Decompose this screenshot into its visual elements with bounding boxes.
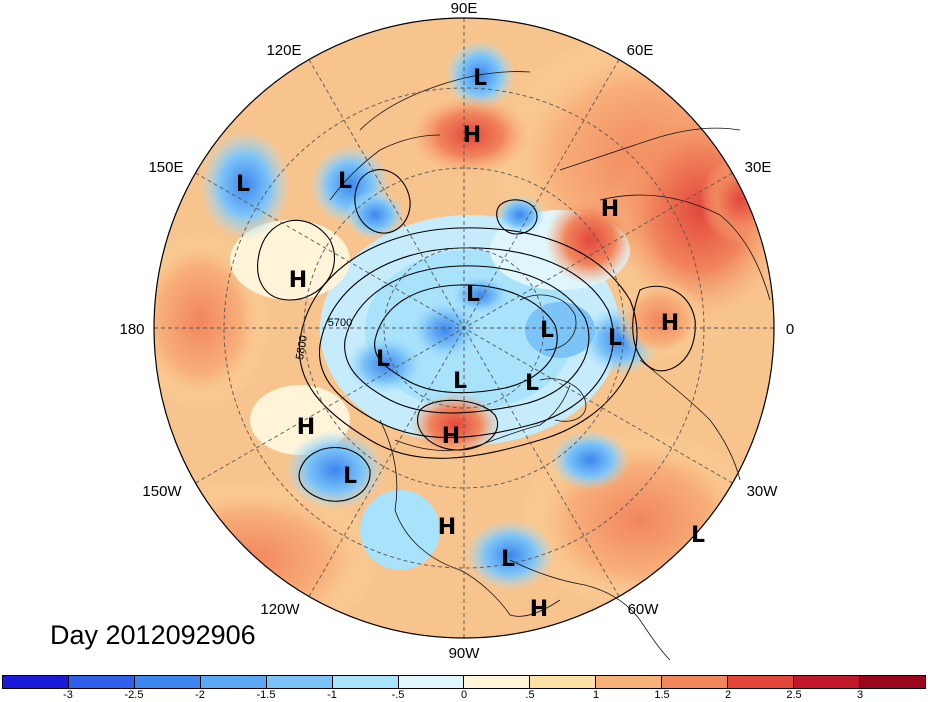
colorbar-tick-label: -2.5 — [124, 689, 144, 701]
colorbar-swatch — [859, 676, 925, 688]
low-marker: L — [525, 371, 539, 396]
lon-label-180: 180 — [119, 321, 144, 338]
contour-label-5800: 5800 — [294, 334, 310, 360]
colorbar-tick-label: -1.5 — [256, 689, 276, 701]
lon-label-30e: 30E — [745, 159, 772, 176]
colorbar-tick-label: -3 — [63, 689, 73, 701]
graticule — [154, 18, 774, 638]
lon-label-60e: 60E — [627, 42, 654, 59]
day-label: Day 2012092906 — [50, 620, 256, 650]
low-marker: L — [540, 318, 554, 343]
lon-label-90e: 90E — [451, 0, 478, 17]
lon-label-150e: 150E — [148, 159, 183, 176]
high-marker: H — [438, 515, 456, 540]
colorbar-swatch — [200, 676, 267, 688]
contour-label-5700: 5700 — [328, 317, 352, 329]
colorbar-ticks: -3 -2.5 -2 -1.5 -1 -.5 0 .5 1 1.5 2 2.5 3 — [2, 689, 926, 702]
colorbar-swatch — [596, 676, 663, 688]
lon-label-60w: 60W — [628, 601, 660, 618]
colorbar-swatch — [68, 676, 135, 688]
map-boundary — [153, 17, 775, 639]
high-marker: H — [289, 268, 307, 293]
high-marker: H — [297, 415, 315, 440]
colorbar-tick-label: 3 — [856, 689, 864, 701]
low-marker: L — [608, 326, 622, 351]
colorbar-tick-label: .5 — [525, 689, 535, 701]
colorbar-swatch — [662, 676, 729, 688]
colorbar-tick-label: -1 — [327, 689, 337, 701]
colorbar-tick-label: -.5 — [391, 689, 405, 701]
low-marker: L — [501, 547, 515, 572]
high-marker: H — [661, 311, 679, 336]
colorbar-swatch — [794, 676, 860, 688]
colorbar-swatch — [530, 676, 597, 688]
low-marker: L — [466, 282, 480, 307]
low-marker: L — [691, 523, 705, 548]
colorbar-swatch — [464, 676, 531, 688]
colorbar-swatch — [266, 676, 333, 688]
height-contours — [257, 169, 696, 502]
high-marker: H — [463, 123, 481, 148]
colorbar-tick-label: 2.5 — [786, 689, 802, 701]
colorbar-swatch — [332, 676, 399, 688]
colorbar-swatch — [3, 676, 69, 688]
colorbar-tick-label: 1.5 — [654, 689, 670, 701]
low-marker: L — [343, 464, 357, 489]
low-marker: L — [473, 66, 487, 91]
colorbar-swatch — [728, 676, 795, 688]
colorbar — [2, 675, 926, 689]
lon-label-120w: 120W — [260, 601, 300, 618]
lon-label-30w: 30W — [747, 483, 779, 500]
low-marker: L — [453, 369, 467, 394]
high-marker: H — [601, 197, 619, 222]
lon-label-150w: 150W — [142, 483, 182, 500]
high-marker: H — [442, 424, 460, 449]
colorbar-tick-label: 2 — [724, 689, 732, 701]
colorbar-swatch — [398, 676, 465, 688]
colorbar-tick-label: 1 — [592, 689, 600, 701]
colorbar-tick-label: 0 — [460, 689, 468, 701]
colorbar-tick-label: -2 — [195, 689, 205, 701]
colorbar-swatch — [134, 676, 201, 688]
low-marker: L — [376, 347, 390, 372]
lon-label-90w: 90W — [449, 645, 481, 662]
coastlines — [329, 71, 771, 661]
low-marker: L — [338, 169, 352, 194]
low-marker: L — [236, 172, 250, 197]
high-marker: H — [530, 597, 548, 622]
lon-label-0: 0 — [786, 321, 794, 338]
lon-label-120e: 120E — [266, 42, 301, 59]
